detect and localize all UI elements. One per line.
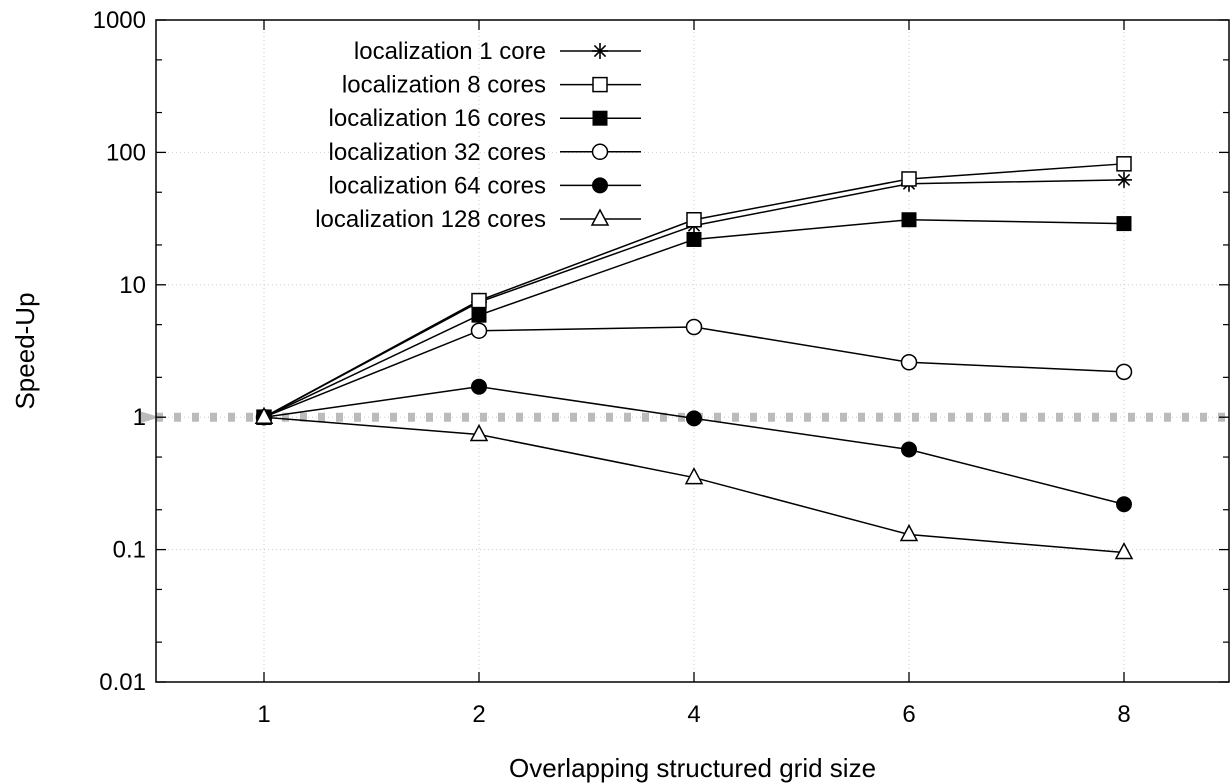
filled-circle-marker [686,410,702,427]
legend-label: localization 8 cores [342,72,546,99]
series-4 [255,318,1133,426]
series-group [254,156,1134,560]
open-triangle-marker [1114,541,1134,560]
legend-label: localization 128 cores [315,206,546,233]
open-triangle-marker [590,208,610,226]
series-6 [254,406,1134,560]
x-tick-label: 1 [257,701,270,728]
filled-circle-marker [471,378,487,395]
legend-label: localization 32 cores [329,139,546,166]
star-marker [592,43,608,59]
filled-square-marker [1116,216,1132,232]
open-circle-marker [470,322,488,339]
filled-square-marker [471,307,487,323]
reference-arrow [140,411,160,424]
y-axis-title: Speed-Up [10,292,40,409]
open-triangle-marker [469,423,489,442]
legend: localization 1 core localization 8 cores l… [315,38,641,233]
y-tick-label: 0.1 [113,537,146,564]
open-square-marker [471,292,487,309]
axis-ticks: 1 2 4 6 8 0.01 0.1 1 10 100 1000 [93,7,1229,728]
y-tick-label: 1000 [93,7,146,34]
open-triangle-marker [254,406,274,424]
open-square-marker [592,76,608,93]
grid-lines [156,19,1229,683]
y-tick-label: 100 [106,139,146,166]
series-5 [256,378,1132,513]
filled-square-marker [686,231,702,247]
open-square-marker [1116,156,1132,172]
plot-frame [155,19,1230,683]
open-circle-marker [591,143,609,161]
x-tick-label: 6 [902,701,915,728]
open-triangle-marker [899,523,919,542]
filled-circle-marker [901,441,917,458]
open-square-marker [686,211,702,228]
legend-label: localization 16 cores [329,105,546,132]
open-circle-marker [1115,363,1133,381]
x-axis-title: Overlapping structured grid size [509,753,876,783]
series-line [263,163,1125,418]
y-tick-label: 10 [119,272,146,299]
filled-square-marker [592,110,608,126]
legend-label: localization 64 cores [329,172,546,199]
open-circle-marker [685,318,703,336]
star-marker [1116,171,1132,188]
open-square-marker [901,171,917,187]
filled-circle-marker [1116,496,1132,513]
open-triangle-marker [684,466,704,485]
x-tick-label: 8 [1117,701,1130,728]
x-tick-label: 2 [472,701,485,728]
open-circle-marker [900,354,918,371]
reference-line-group [140,411,1229,424]
filled-square-marker [901,212,917,228]
filled-circle-marker [592,177,608,194]
legend-label: localization 1 core [354,38,546,65]
y-tick-label: 0.01 [99,669,146,696]
y-tick-label: 1 [133,404,146,431]
series-line [263,218,1125,418]
x-tick-label: 4 [687,701,700,728]
